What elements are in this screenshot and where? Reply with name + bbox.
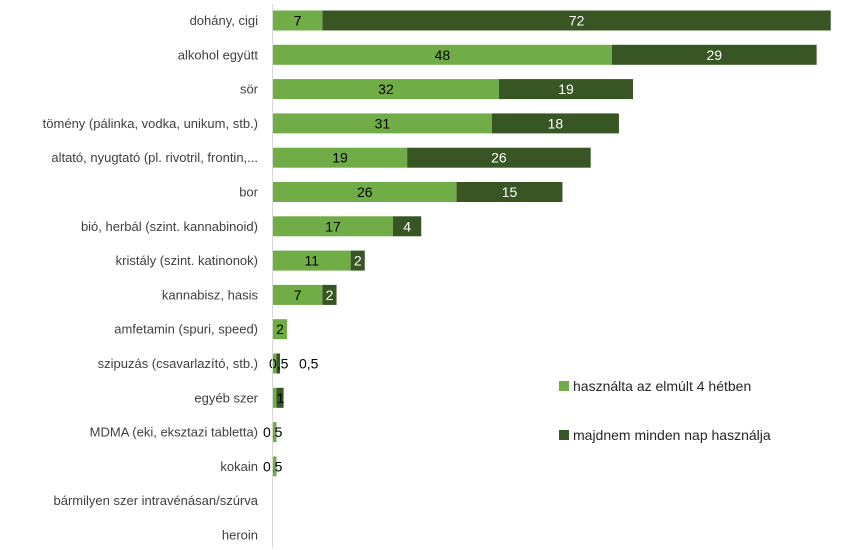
category-label: bió, herbál (szint. kannabinoid) bbox=[81, 219, 258, 234]
data-label-daily: 18 bbox=[548, 115, 564, 131]
data-label-4weeks: 7 bbox=[294, 13, 302, 29]
bar-daily bbox=[322, 10, 831, 31]
category-label: tömény (pálinka, vodka, unikum, stb.) bbox=[43, 116, 258, 131]
legend-item-daily: majdnem minden nap használja bbox=[559, 427, 771, 443]
category-label: dohány, cigi bbox=[190, 13, 259, 28]
bar-4weeks bbox=[273, 147, 408, 168]
bar-4weeks bbox=[273, 319, 288, 340]
data-label-4weeks: 32 bbox=[378, 81, 394, 97]
bar-4weeks bbox=[273, 113, 492, 134]
data-label-4weeks: 19 bbox=[332, 150, 348, 166]
category-labels: dohány, cigi alkohol együtt sör tömény (pál… bbox=[43, 13, 259, 543]
bar-daily bbox=[611, 44, 817, 65]
data-label-4weeks: 11 bbox=[305, 253, 320, 269]
category-label: kokain bbox=[220, 459, 258, 474]
legend-label-daily: majdnem minden nap használja bbox=[573, 427, 771, 443]
data-label-daily: 19 bbox=[558, 81, 574, 97]
data-label-4weeks: 26 bbox=[357, 184, 373, 200]
bars bbox=[273, 10, 831, 477]
category-label: bor bbox=[239, 185, 258, 200]
category-label: kristály (szint. katinonok) bbox=[116, 253, 258, 268]
bar-daily bbox=[456, 182, 563, 202]
bar-daily bbox=[322, 284, 337, 305]
category-label: szipuzás (csavarlazító, stb.) bbox=[98, 356, 258, 371]
bar-daily bbox=[498, 79, 634, 100]
bar-daily bbox=[276, 353, 281, 374]
category-label: kannabisz, hasis bbox=[162, 287, 259, 302]
bar-4weeks bbox=[273, 250, 351, 271]
bar-daily bbox=[491, 113, 619, 134]
category-label: bármilyen szer intravénásan/szúrva bbox=[54, 493, 259, 508]
data-label-4weeks: 2 bbox=[276, 321, 284, 337]
legend-swatch-4weeks bbox=[559, 381, 569, 391]
bar-4weeks bbox=[273, 353, 277, 374]
data-label-daily: 26 bbox=[491, 150, 507, 166]
category-label: amfetamin (spuri, speed) bbox=[114, 322, 258, 337]
data-label-4weeks: 31 bbox=[375, 115, 391, 131]
legend-item-4weeks: használta az elmúlt 4 hétben bbox=[559, 378, 751, 394]
bar-4weeks bbox=[273, 44, 612, 65]
data-label-daily: 1 bbox=[277, 390, 285, 406]
bar-4weeks bbox=[273, 387, 277, 408]
data-label-daily: 15 bbox=[502, 184, 518, 200]
category-label: alkohol együtt bbox=[178, 47, 259, 62]
category-label: heroin bbox=[222, 528, 258, 543]
bar-4weeks bbox=[273, 10, 323, 31]
bar-daily bbox=[276, 387, 284, 408]
legend-swatch-daily bbox=[559, 430, 569, 440]
data-label-daily: 29 bbox=[706, 47, 722, 63]
data-label-daily: 4 bbox=[403, 218, 411, 234]
category-label: altató, nyugtató (pl. rivotril, frontin,… bbox=[51, 150, 258, 165]
bar-daily bbox=[407, 147, 591, 168]
data-label-4weeks: 7 bbox=[294, 287, 302, 303]
data-label-daily: 0,5 bbox=[299, 356, 319, 372]
data-label-4weeks: 17 bbox=[325, 218, 341, 234]
bar-daily bbox=[393, 216, 422, 237]
bar-4weeks bbox=[273, 79, 499, 100]
bar-4weeks bbox=[273, 284, 323, 305]
data-label-4weeks: 48 bbox=[435, 47, 451, 63]
data-label-daily: 72 bbox=[569, 13, 585, 29]
category-label: egyéb szer bbox=[194, 390, 258, 405]
data-label-daily: 2 bbox=[326, 287, 334, 303]
category-label: MDMA (eki, eksztazi tabletta) bbox=[90, 425, 258, 440]
bar-4weeks bbox=[273, 216, 394, 237]
data-label-4weeks: 0,5 bbox=[269, 356, 289, 372]
bar-daily bbox=[350, 250, 365, 271]
bar-4weeks bbox=[273, 182, 457, 202]
bar-4weeks bbox=[273, 422, 277, 443]
legend-label-4weeks: használta az elmúlt 4 hétben bbox=[573, 378, 752, 394]
data-label-daily: 2 bbox=[354, 253, 362, 269]
category-label: sör bbox=[240, 82, 259, 97]
bar-4weeks bbox=[273, 456, 277, 477]
